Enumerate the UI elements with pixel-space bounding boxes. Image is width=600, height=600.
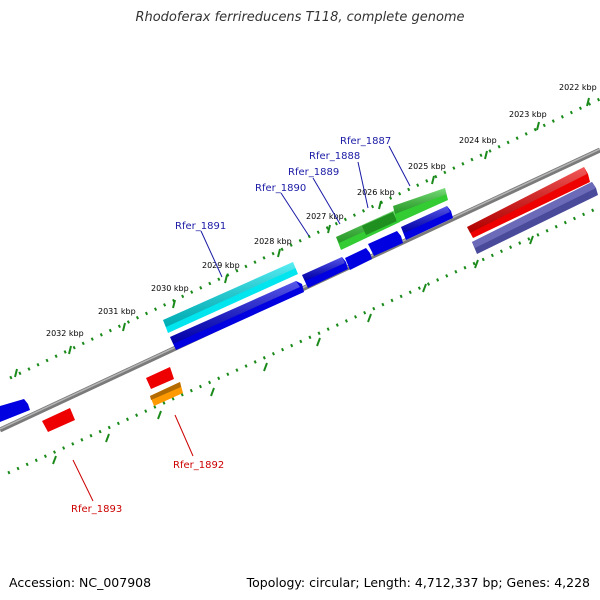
scale-label-2023: 2023 kbp (509, 110, 547, 119)
outer-tick-track (9, 97, 600, 380)
accession-text: Accession: NC_007908 (9, 575, 152, 590)
feature-green-dark[interactable] (362, 212, 397, 235)
feature-cyan[interactable] (163, 262, 298, 333)
feature-green-2[interactable] (393, 188, 448, 223)
scale-label-2024: 2024 kbp (459, 136, 497, 145)
feature-blue-2[interactable] (302, 257, 348, 288)
gene-label-rfer-1893: Rfer_1893 (71, 504, 122, 515)
scale-label-2028: 2028 kbp (254, 237, 292, 246)
label-leaders (72, 145, 411, 502)
scale-label-2027: 2027 kbp (306, 212, 344, 221)
inner-tick-track (7, 205, 600, 475)
feature-blue-3[interactable] (345, 248, 372, 270)
scale-label-2030: 2030 kbp (151, 284, 189, 293)
feature-purple-large[interactable] (472, 182, 598, 254)
gene-label-rfer-1891: Rfer_1891 (175, 221, 226, 232)
gene-label-rfer-1887: Rfer_1887 (340, 136, 391, 147)
scale-label-2026: 2026 kbp (357, 188, 395, 197)
gene-label-rfer-1889: Rfer_1889 (288, 167, 339, 178)
feature-red-small-2[interactable] (42, 408, 75, 432)
scale-label-2025: 2025 kbp (408, 162, 446, 171)
gene-labels: Rfer_1887 Rfer_1888 Rfer_1889 Rfer_1890 … (71, 136, 391, 515)
scale-labels: 2022 kbp 2023 kbp 2024 kbp 2025 kbp 2026… (46, 83, 597, 338)
major-ticks (14, 97, 590, 465)
feature-blue-5[interactable] (401, 206, 453, 240)
map-title: Rhodoferax ferrireducens T118, complete … (135, 10, 465, 25)
feature-blue-4[interactable] (368, 231, 403, 256)
scale-label-2029: 2029 kbp (202, 261, 240, 270)
feature-blue-left[interactable] (0, 399, 30, 422)
scale-label-2022: 2022 kbp (559, 83, 597, 92)
scale-label-2031: 2031 kbp (98, 307, 136, 316)
gene-label-rfer-1890: Rfer_1890 (255, 183, 306, 194)
scale-label-2032: 2032 kbp (46, 329, 84, 338)
feature-blue-long[interactable] (170, 281, 304, 350)
feature-orange[interactable] (150, 382, 183, 406)
gene-label-rfer-1892: Rfer_1892 (173, 460, 224, 471)
feature-red-large[interactable] (467, 167, 590, 238)
topology-text: Topology: circular; Length: 4,712,337 bp… (246, 575, 590, 590)
gene-label-rfer-1888: Rfer_1888 (309, 151, 360, 162)
feature-red-small-1[interactable] (146, 367, 174, 389)
